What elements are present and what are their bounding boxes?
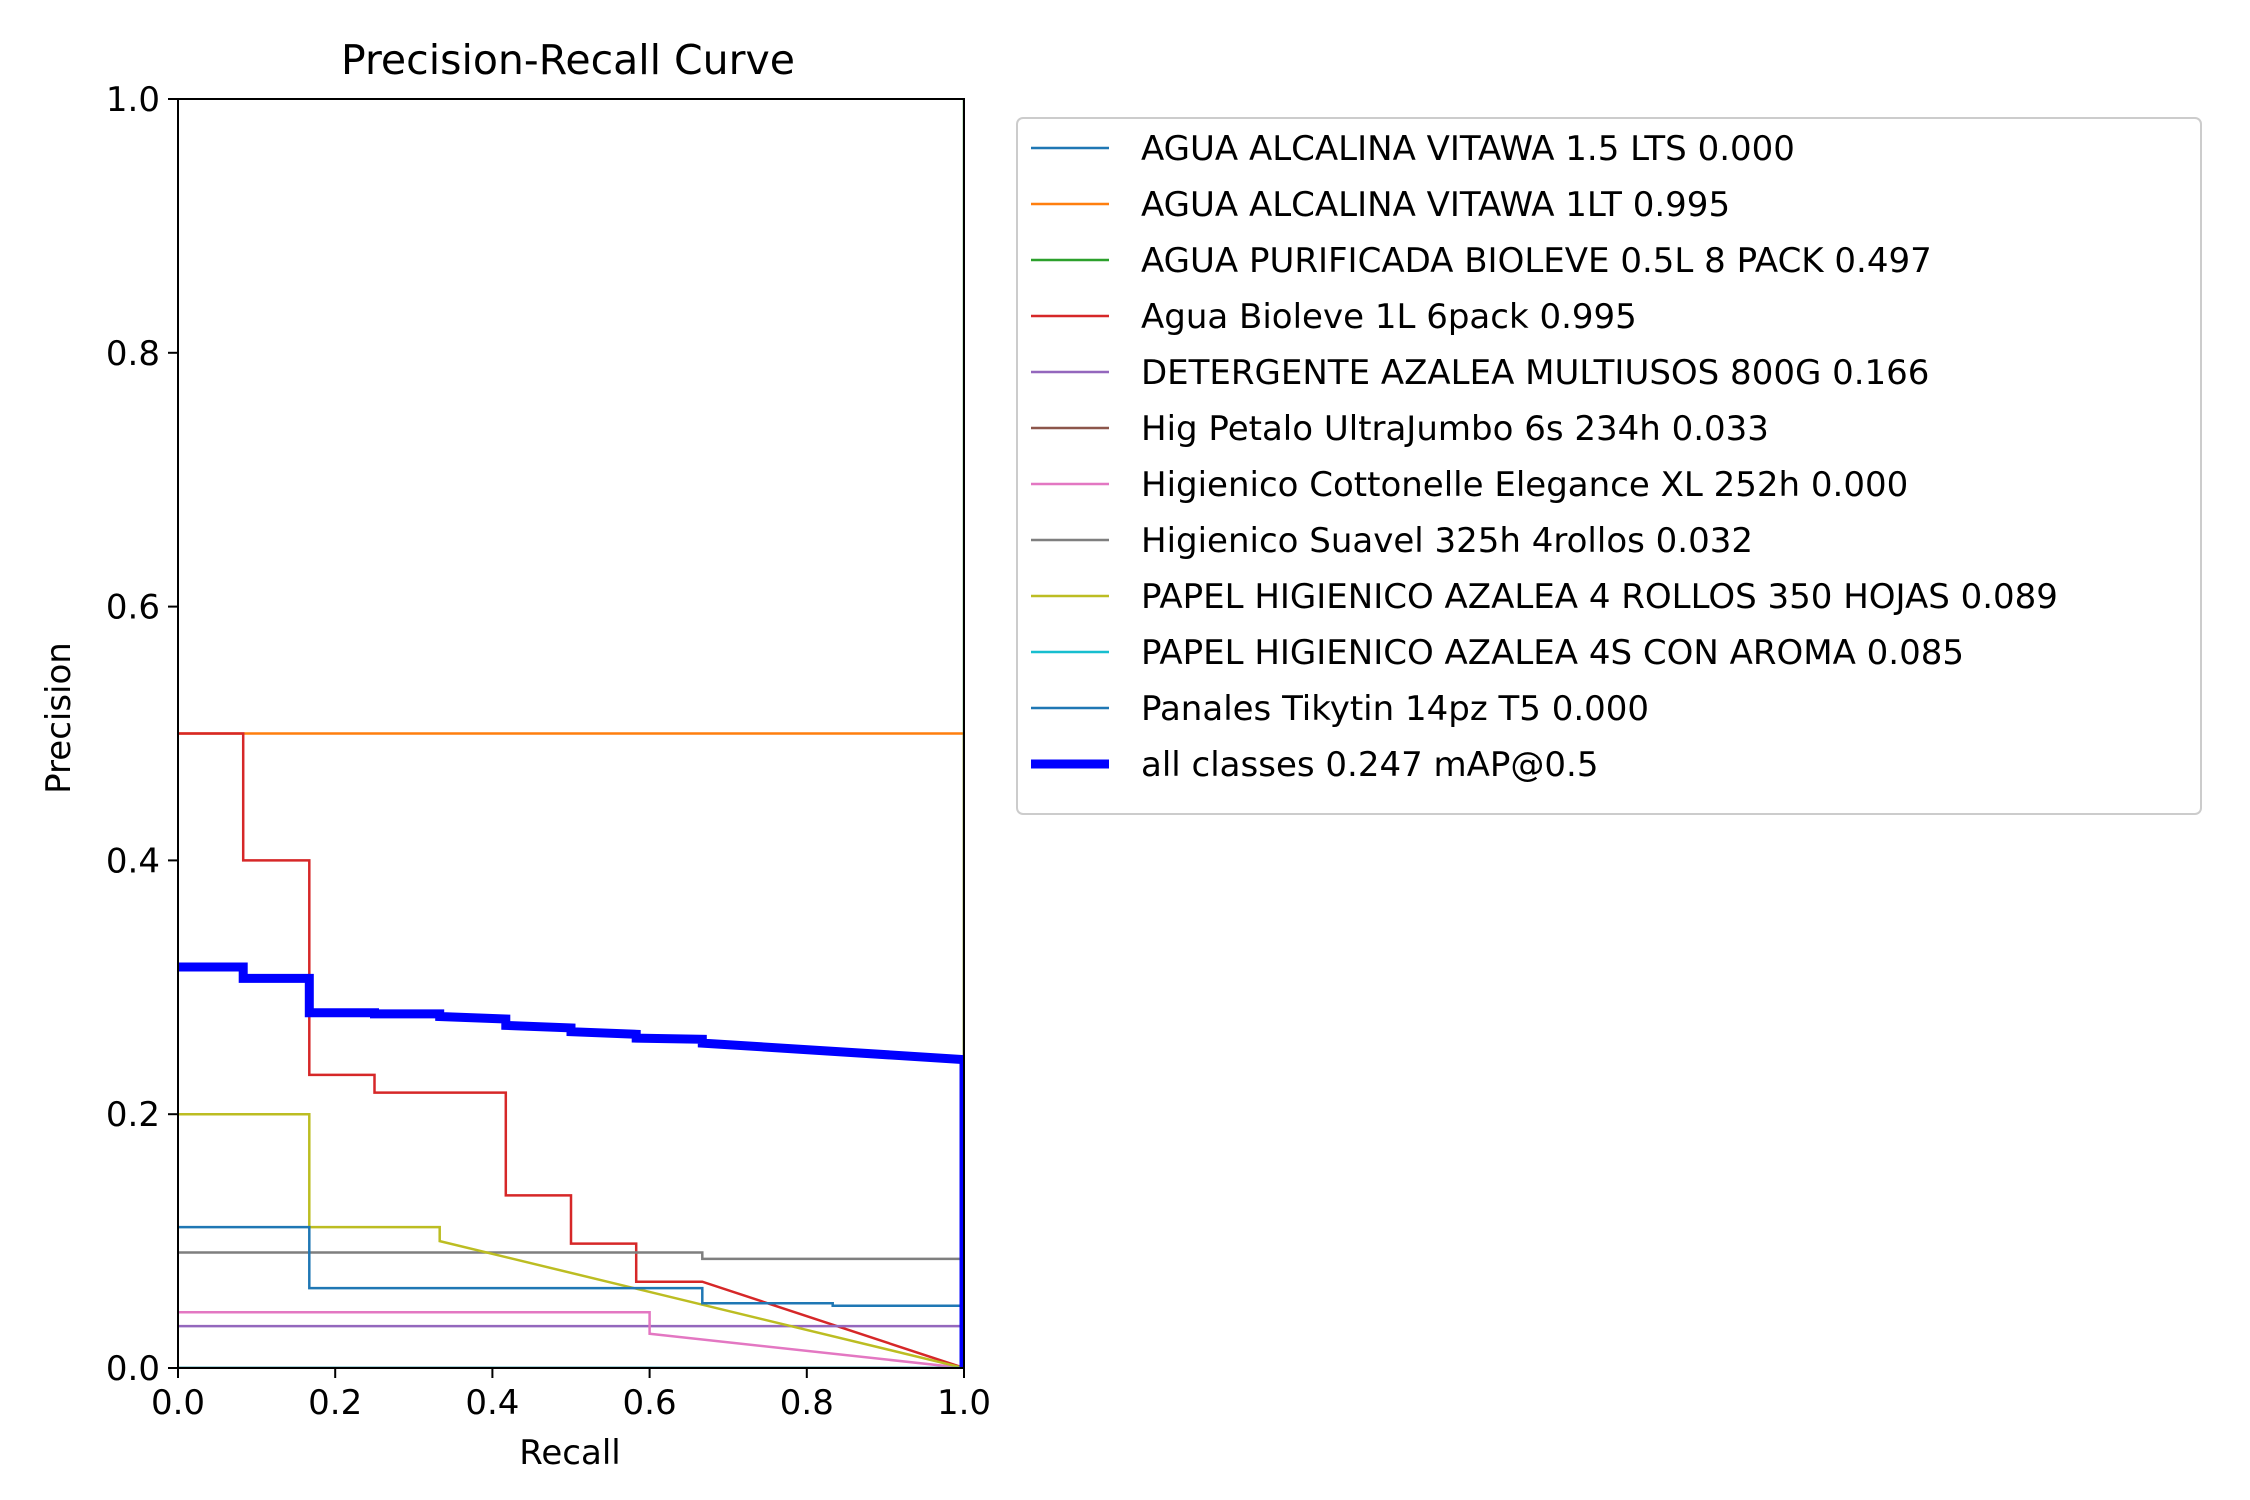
y-tick-label: 0.2	[106, 1095, 160, 1135]
y-tick-label: 0.0	[106, 1349, 160, 1389]
legend-entry-label: Hig Petalo UltraJumbo 6s 234h 0.033	[1141, 409, 1769, 449]
y-tick-label: 0.6	[106, 588, 160, 628]
legend-entry-label: DETERGENTE AZALEA MULTIUSOS 800G 0.166	[1141, 353, 1929, 393]
plot-frame	[177, 98, 965, 1369]
legend-entry-label: AGUA ALCALINA VITAWA 1LT 0.995	[1141, 185, 1730, 225]
series-line-9	[178, 1112, 964, 1368]
x-tick-label: 0.6	[623, 1383, 677, 1423]
x-tick-label: 0.8	[780, 1383, 834, 1423]
series-line-11	[178, 1225, 964, 1368]
legend-entry-label: Agua Bioleve 1L 6pack 0.995	[1141, 297, 1637, 337]
series-line-8	[178, 1251, 964, 1368]
series-line-5	[178, 1324, 964, 1368]
legend-entry-label: Higienico Suavel 325h 4rollos 0.032	[1141, 521, 1753, 561]
x-tick-label: 1.0	[937, 1383, 991, 1423]
legend-entry-label: all classes 0.247 mAP@0.5	[1141, 745, 1598, 785]
y-tick-label: 0.4	[106, 841, 160, 881]
x-tick-label: 0.0	[151, 1383, 205, 1423]
series-line-all-classes	[178, 962, 964, 1368]
series-line-4	[178, 732, 964, 1368]
x-axis-label: Recall	[519, 1433, 620, 1473]
legend-frame	[1016, 117, 2202, 815]
legend-entry-label: Higienico Cottonelle Elegance XL 252h 0.…	[1141, 465, 1908, 505]
x-axis: 0.0 0.2 0.4 0.6 0.8 1.0	[151, 1368, 991, 1423]
plot-area	[177, 98, 965, 1369]
chart-title: Precision-Recall Curve	[341, 36, 795, 84]
y-tick-label: 1.0	[106, 80, 160, 120]
legend-entry-label: PAPEL HIGIENICO AZALEA 4 ROLLOS 350 HOJA…	[1141, 577, 2058, 617]
x-tick-label: 0.2	[308, 1383, 362, 1423]
series-line-2	[178, 732, 964, 1368]
legend-entry-label: PAPEL HIGIENICO AZALEA 4S CON AROMA 0.08…	[1141, 633, 1964, 673]
series-line-7	[178, 1310, 964, 1368]
y-tick-label: 0.8	[106, 334, 160, 374]
y-axis-label: Precision	[39, 642, 79, 794]
legend-entry-label: AGUA PURIFICADA BIOLEVE 0.5L 8 PACK 0.49…	[1141, 241, 1932, 281]
x-tick-label: 0.4	[465, 1383, 519, 1423]
legend: AGUA ALCALINA VITAWA 1.5 LTS 0.000 AGUA A…	[1016, 117, 2202, 815]
series-lines	[178, 99, 964, 1368]
legend-entry-label: AGUA ALCALINA VITAWA 1.5 LTS 0.000	[1141, 129, 1795, 169]
legend-entry-label: Panales Tikytin 14pz T5 0.000	[1141, 689, 1649, 729]
y-axis: 0.0 0.2 0.4 0.6 0.8 1.0	[106, 80, 178, 1389]
